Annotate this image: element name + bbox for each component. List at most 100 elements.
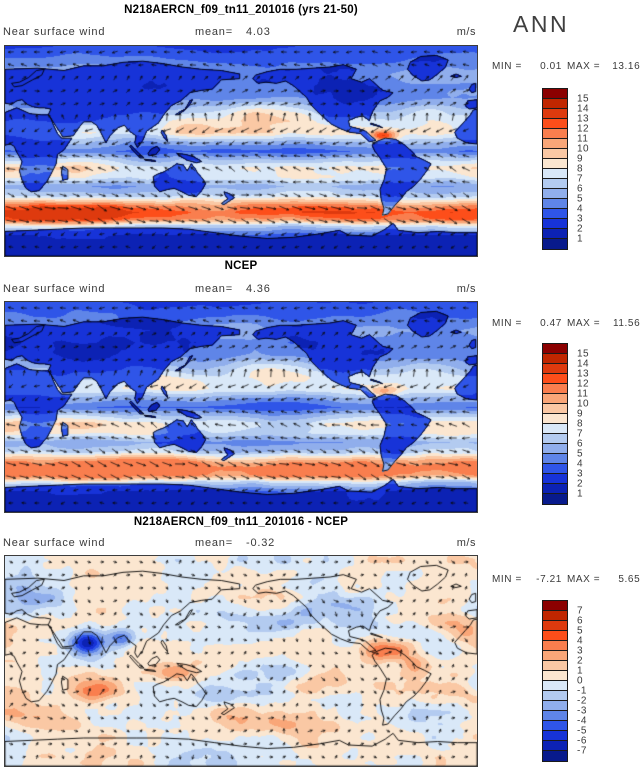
colorbar-cell — [543, 434, 567, 444]
colorbar-cell — [543, 229, 567, 239]
panel3-minmax: MIN = -7.21 MAX = 5.65 — [492, 574, 642, 586]
panel1-title: N218AERCN_f09_tn11_201016 (yrs 21-50) — [124, 4, 358, 16]
colorbar-tick: -5 — [577, 725, 587, 737]
colorbar-tick: 7 — [577, 173, 584, 185]
colorbar-cell — [543, 119, 567, 129]
panel3-title: N218AERCN_f09_tn11_201016 - NCEP — [133, 516, 349, 528]
colorbar-tick: 8 — [577, 418, 584, 430]
colorbar-cell — [543, 149, 567, 159]
mean-label: mean= — [195, 283, 233, 295]
units-label: m/s — [456, 283, 476, 295]
colorbar-tick: 2 — [577, 223, 584, 235]
min-value: 0.47 — [540, 318, 562, 329]
colorbar-tick: 5 — [577, 448, 584, 460]
colorbar-cell — [543, 621, 567, 631]
colorbar-tick: -6 — [577, 735, 587, 747]
wind-map-ncep — [4, 301, 478, 513]
colorbar-cell — [543, 414, 567, 424]
wind-map-model — [4, 45, 478, 257]
colorbar-tick: 5 — [577, 193, 584, 205]
variable-label: Near surface wind — [3, 283, 106, 295]
colorbar-cell — [543, 404, 567, 414]
colorbar-cell — [543, 424, 567, 434]
colorbar-cell — [543, 631, 567, 641]
mean-label: mean= — [195, 537, 233, 549]
wind-map-difference — [4, 555, 478, 767]
mean-value: 4.03 — [246, 26, 271, 38]
colorbar-cell — [543, 691, 567, 701]
colorbar-tick: 3 — [577, 213, 584, 225]
colorbar-cell — [543, 731, 567, 741]
colorbar-cell — [543, 494, 567, 504]
colorbar-cell — [543, 651, 567, 661]
colorbar-tick: 9 — [577, 408, 584, 420]
max-label: MAX = — [566, 574, 601, 585]
max-value: 11.56 — [612, 318, 641, 329]
colorbar-cell — [543, 209, 567, 219]
min-value: 0.01 — [540, 61, 562, 72]
colorbar-cell — [543, 384, 567, 394]
colorbar-tick: 0 — [577, 675, 584, 687]
colorbar-tick: 11 — [577, 388, 589, 400]
panel1-subtitle: Near surface wind mean= 4.03 m/s — [0, 26, 482, 39]
colorbar-cell — [543, 394, 567, 404]
colorbar-cell — [543, 454, 567, 464]
colorbar-cell — [543, 169, 567, 179]
colorbar-tick: 8 — [577, 163, 584, 175]
colorbar-cell — [543, 354, 567, 364]
min-value: -7.21 — [536, 574, 562, 585]
colorbar-cell — [543, 751, 567, 761]
max-label: MAX = — [566, 318, 601, 329]
colorbar-cell — [543, 159, 567, 169]
colorbar-cell — [543, 444, 567, 454]
colorbar-cell — [543, 129, 567, 139]
colorbar-cell — [543, 484, 567, 494]
colorbar-cell — [543, 99, 567, 109]
colorbar-tick: 13 — [577, 368, 590, 380]
max-value: 13.16 — [612, 61, 641, 72]
colorbar-tick: 15 — [577, 348, 590, 360]
panel3-subtitle: Near surface wind mean= -0.32 m/s — [0, 537, 482, 550]
colorbar-tick: 15 — [577, 93, 590, 105]
colorbar-tick: 9 — [577, 153, 584, 165]
colorbar-tick: 3 — [577, 645, 584, 657]
colorbar-tick: -1 — [577, 685, 587, 697]
colorbar-tick: 6 — [577, 615, 584, 627]
colorbar-cell — [543, 601, 567, 611]
colorbar-tick: -3 — [577, 705, 587, 717]
colorbar-cell — [543, 474, 567, 484]
colorbar-tick: 2 — [577, 478, 584, 490]
colorbar-tick: 2 — [577, 655, 584, 667]
colorbar-tick: 6 — [577, 183, 584, 195]
colorbar-cell — [543, 189, 567, 199]
colorbar-cell — [543, 109, 567, 119]
colorbar-cell — [543, 661, 567, 671]
colorbar-cell — [543, 219, 567, 229]
panel2-minmax: MIN = 0.47 MAX = 11.56 — [492, 318, 642, 330]
colorbar-tick: 14 — [577, 358, 590, 370]
colorbar-cell — [543, 89, 567, 99]
colorbar-tick: 4 — [577, 458, 584, 470]
colorbar-tick: 1 — [577, 665, 584, 677]
min-label: MIN = — [492, 318, 522, 329]
min-label: MIN = — [492, 61, 522, 72]
colorbar-tick: 10 — [577, 398, 590, 410]
colorbar-difference: 7 6 5 4 3 2 1 0 -1 -2 -3 -4 -5 -6 -7 — [542, 600, 586, 762]
mean-value: 4.36 — [246, 283, 271, 295]
colorbar-cell — [543, 641, 567, 651]
panel1-minmax: MIN = 0.01 MAX = 13.16 — [492, 61, 642, 73]
colorbar-cell — [543, 671, 567, 681]
units-label: m/s — [456, 26, 476, 38]
colorbar-cell — [543, 364, 567, 374]
colorbar-tick: 13 — [577, 113, 590, 125]
colorbar-cell — [543, 139, 567, 149]
colorbar-cell — [543, 681, 567, 691]
season-label: ANN — [513, 11, 570, 37]
colorbar-cell — [543, 344, 567, 354]
colorbar-cell — [543, 611, 567, 621]
colorbar-ncep: 15 14 13 12 11 10 9 8 7 6 5 4 3 2 1 — [542, 343, 589, 505]
colorbar-tick: -2 — [577, 695, 587, 707]
colorbar-cell — [543, 701, 567, 711]
colorbar-tick: 12 — [577, 123, 590, 135]
